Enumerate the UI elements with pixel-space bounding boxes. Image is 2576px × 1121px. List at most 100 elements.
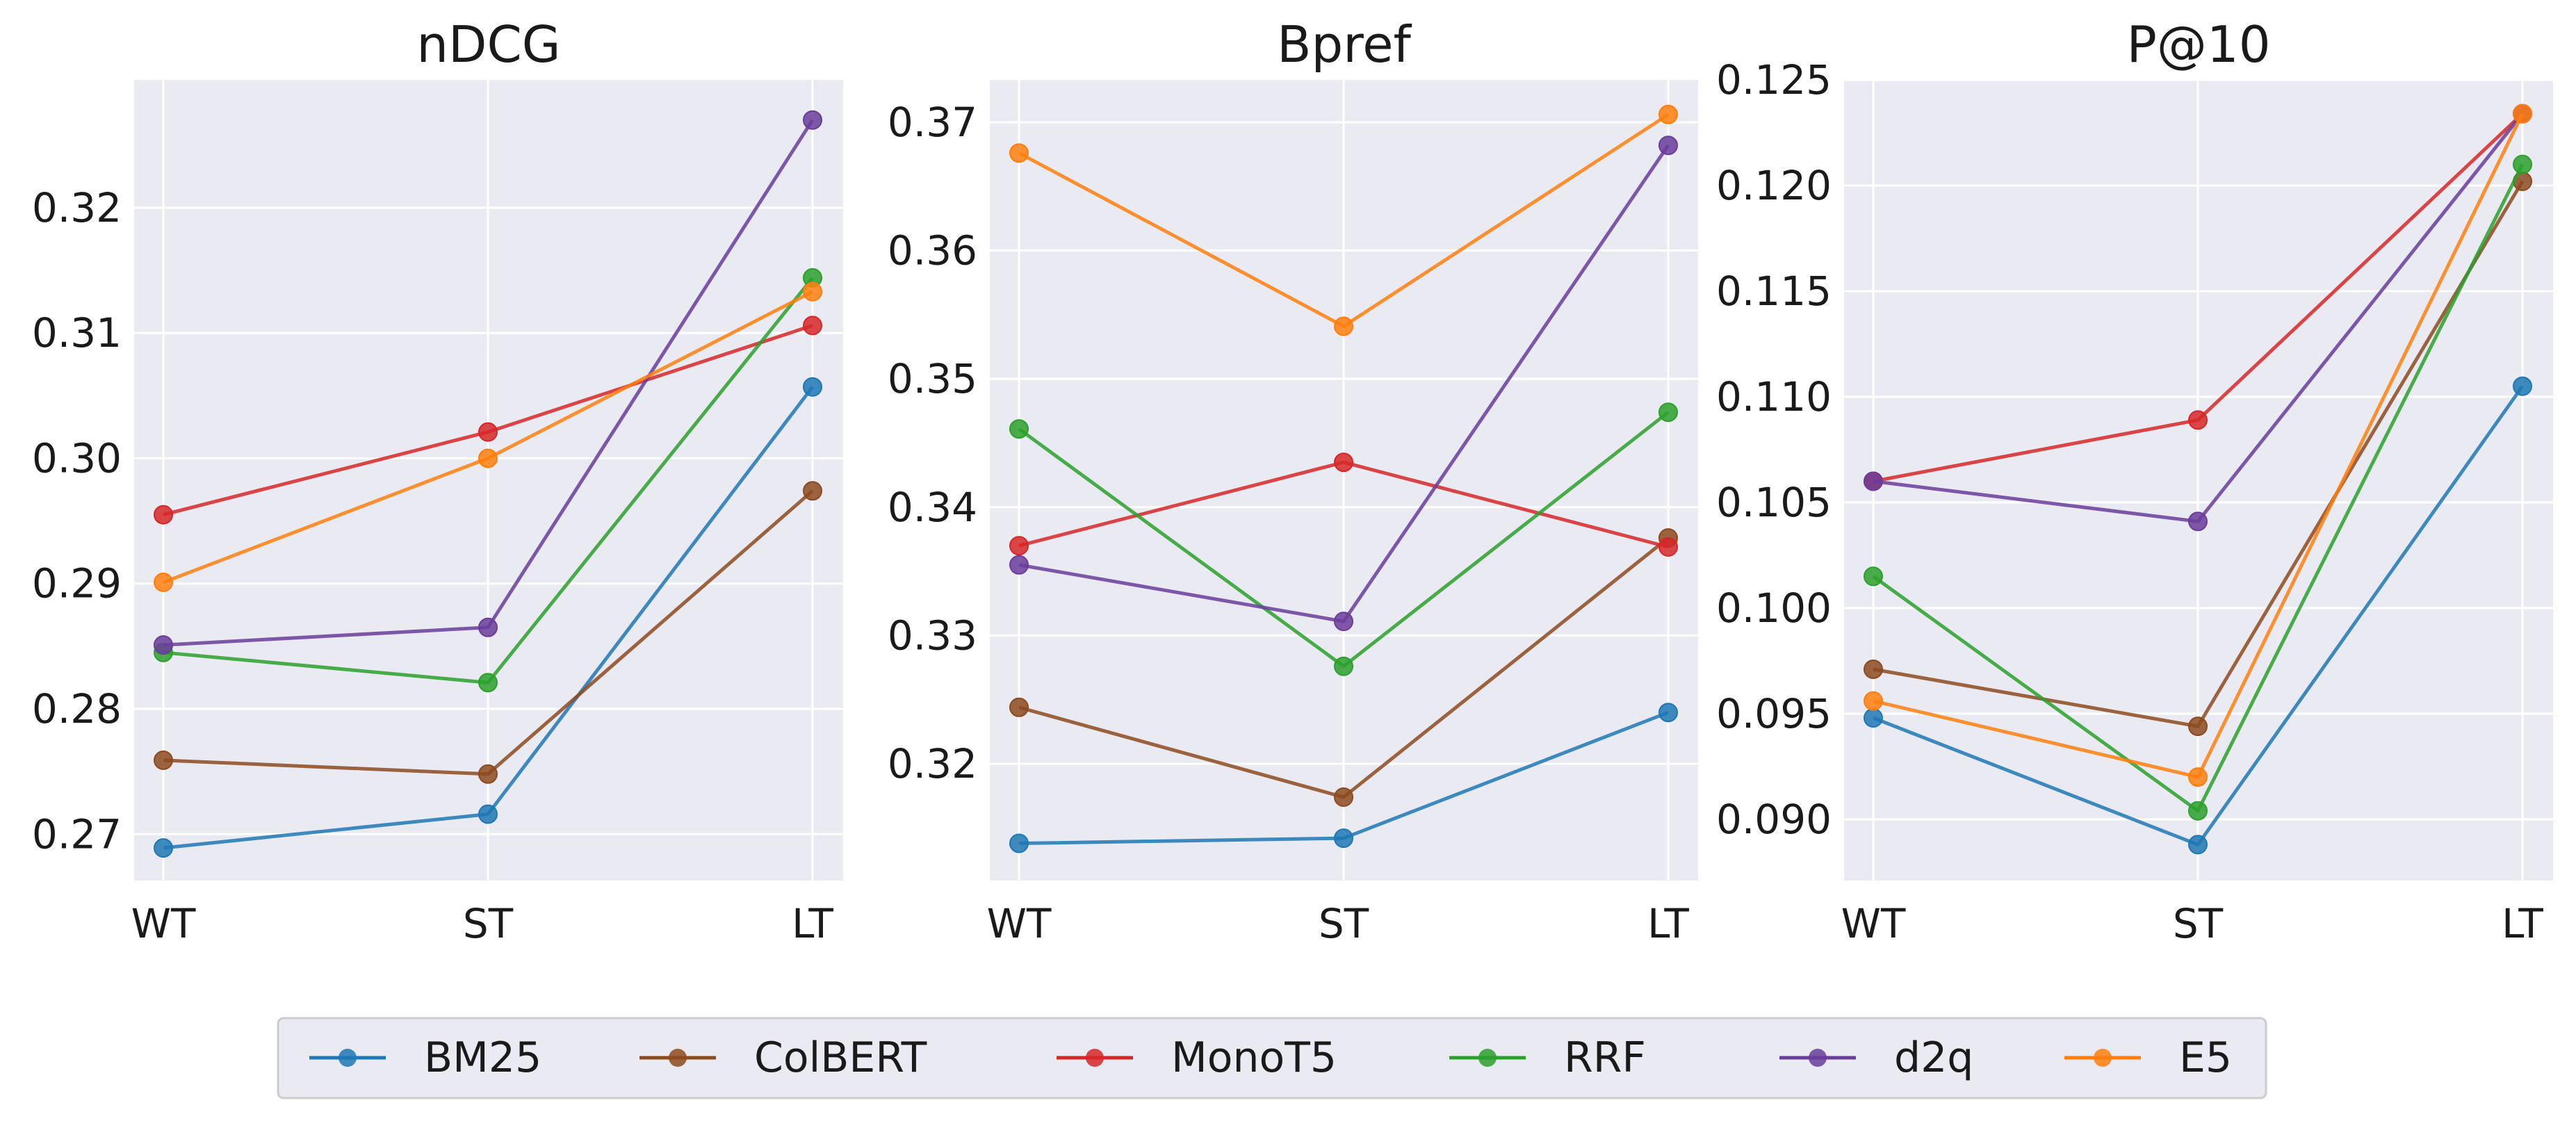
y-tick-label: 0.120 [1716,162,1832,209]
y-tick-label: 0.32 [32,184,122,231]
legend-item-colbert: ColBERT [639,1033,927,1082]
data-point [1009,697,1029,717]
legend-marker [2094,1049,2112,1067]
data-point [1334,612,1353,632]
data-point [803,281,822,302]
legend-label: MonoT5 [1171,1033,1337,1082]
panel-title: Bpref [1277,15,1412,74]
x-tick-label: LT [2502,900,2543,947]
data-point [1658,402,1678,423]
data-point [478,617,498,637]
legend-marker [339,1049,357,1067]
data-point [2188,767,2208,787]
y-tick-label: 0.34 [888,484,977,531]
data-point [1864,660,1883,679]
data-point [1009,536,1029,556]
x-tick-label: ST [1319,900,1369,947]
data-point [1864,691,1883,711]
panel-title: P@10 [2126,15,2270,74]
data-point [2513,376,2532,396]
data-point [803,316,822,336]
series-bm25 [154,377,822,858]
data-point [478,764,498,784]
data-point [478,422,498,442]
series-d2q [154,110,822,655]
y-tick-label: 0.110 [1716,373,1832,420]
legend-label: E5 [2179,1033,2232,1082]
panel-ndcg: 0.27 0.28 0.29 0.30 0.31 0.32 WT ST LT nDCG [32,15,843,947]
data-point [1009,555,1029,575]
x-tick-label: ST [2173,900,2224,947]
series-e5 [1009,104,1678,336]
data-point [154,838,173,858]
data-point [1334,787,1353,807]
y-tick-label: 0.29 [32,560,122,607]
data-point [2188,835,2208,855]
panel-p-10: 0.090 0.095 0.100 0.105 0.110 0.115 0.120 0.125… [1716,15,2553,947]
data-point [478,448,498,468]
x-tick-label: ST [463,900,514,947]
y-tick-label: 0.32 [888,740,977,787]
x-tick-label: WT [987,900,1052,947]
data-point [1334,452,1353,473]
data-point [154,635,173,655]
series-e5 [1864,104,2532,787]
legend-label: RRF [1564,1033,1646,1082]
data-point [1658,703,1678,723]
data-point [1658,537,1678,557]
y-tick-label: 0.35 [888,355,977,402]
legend-marker [1086,1049,1104,1067]
data-point [154,750,173,770]
data-point [2188,801,2208,821]
series-monot5 [1009,452,1678,557]
legend-item-bm25: BM25 [309,1033,541,1082]
data-point [803,377,822,397]
legend-label: ColBERT [754,1033,927,1082]
data-point [2188,512,2208,532]
data-point [2188,410,2208,430]
data-point [1009,143,1029,163]
series-rrf [1009,402,1678,676]
legend: BM25 ColBERT MonoT5 RRF d2q E5 [277,1017,2267,1099]
legend-label: d2q [1894,1033,1973,1082]
legend-marker [1478,1049,1497,1067]
data-point [1334,828,1353,849]
legend-frame [277,1017,2267,1099]
data-point [1009,419,1029,439]
series-bm25 [1009,703,1678,853]
data-point [1658,136,1678,156]
panel-title: nDCG [416,15,560,74]
data-point [1334,656,1353,676]
data-point [803,481,822,501]
data-point [1334,316,1353,336]
series-colbert [154,481,822,784]
data-point [154,505,173,525]
y-tick-label: 0.115 [1716,268,1832,315]
x-tick-label: LT [1647,900,1689,947]
data-point [803,110,822,130]
y-tick-label: 0.090 [1716,796,1832,843]
x-tick-label: LT [792,900,833,947]
legend-marker [669,1049,687,1067]
data-point [478,673,498,693]
y-tick-label: 0.095 [1716,690,1832,737]
data-point [2513,154,2532,174]
data-point [2513,104,2532,124]
series-e5 [154,281,822,592]
data-point [1864,708,1883,728]
legend-item-d2q: d2q [1779,1033,1973,1082]
x-tick-label: WT [1841,900,1906,947]
y-tick-label: 0.33 [888,612,977,659]
x-tick-label: WT [131,900,196,947]
panel-bpref: 0.32 0.33 0.34 0.35 0.36 0.37 WT ST LT Bpref [888,15,1698,947]
y-tick-label: 0.27 [32,810,122,858]
y-tick-label: 0.30 [32,434,122,482]
data-point [1658,104,1678,124]
data-point [154,572,173,592]
legend-item-e5: E5 [2064,1033,2232,1082]
y-tick-label: 0.105 [1716,479,1832,526]
legend-items: BM25 ColBERT MonoT5 RRF d2q E5 [309,1033,2232,1082]
series-d2q [1009,136,1678,632]
legend-item-rrf: RRF [1449,1033,1646,1082]
